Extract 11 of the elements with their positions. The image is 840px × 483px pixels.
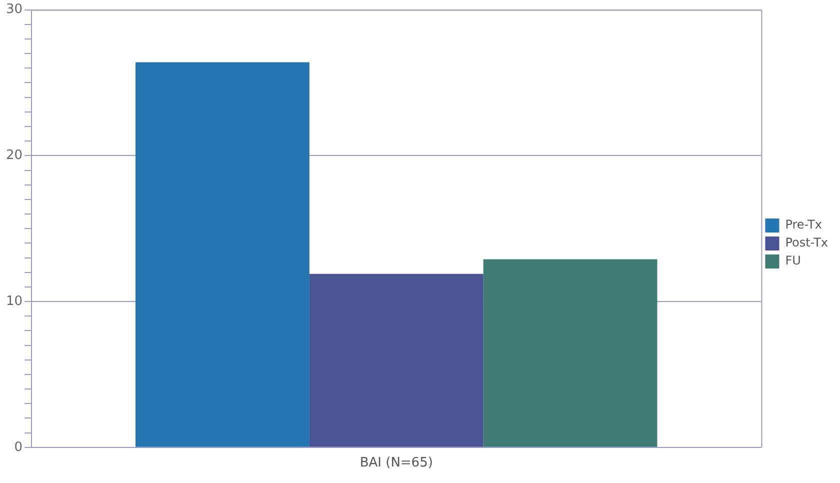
y-tick-label: 20 xyxy=(6,148,23,164)
y-tick-label: 30 xyxy=(6,2,23,18)
bar xyxy=(483,259,658,447)
legend-label: Pre-Tx xyxy=(785,218,822,232)
bar xyxy=(309,274,484,447)
y-tick-label: 10 xyxy=(6,294,23,309)
bar xyxy=(136,62,310,447)
legend-label: Post-Tx xyxy=(785,236,828,250)
x-tick-label: BAI (N=65) xyxy=(360,456,433,471)
y-tick-label: 0 xyxy=(14,440,23,455)
legend-label: FU xyxy=(785,254,801,268)
